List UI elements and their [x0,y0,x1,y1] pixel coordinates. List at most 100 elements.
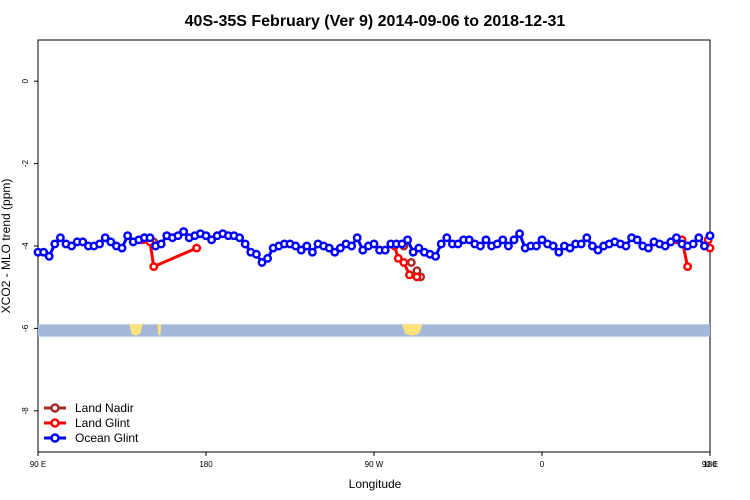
ocean-glint-point [330,247,340,257]
ocean-glint-point [397,239,407,249]
ocean-glint-point [621,241,631,251]
land-glint-point [405,270,414,280]
ocean-glint-point [352,233,362,243]
land-glint-point [683,262,693,272]
ocean-glint-point [106,237,116,247]
x-axis-label: Longitude [349,477,402,491]
ocean-glint-point [554,247,564,257]
land-glint-point [192,243,202,253]
land-glint-point [399,258,409,267]
ocean-glint-point [694,233,704,243]
legend-label: Land Nadir [75,401,134,415]
ocean-glint-point [324,243,334,253]
ocean-glint-point [380,245,390,255]
ocean-glint-point [492,239,502,249]
ocean-glint-point [442,233,452,243]
ocean-glint-point [509,235,519,245]
land-mass [402,324,423,336]
ocean-glint-point [565,243,575,253]
legend-label: Land Glint [75,416,130,430]
ocean-glint-point [117,243,127,253]
ocean-glint-point [431,251,441,261]
ocean-glint-point [660,241,670,251]
ocean-glint-point [632,235,642,245]
ocean-glint-point [207,235,217,245]
y-tick-label: 0 [21,78,30,83]
series-layer [33,227,715,282]
ocean-glint-point [296,245,306,255]
ocean-glint-point [235,233,245,243]
ocean-glint-point [408,247,418,257]
ocean-glint-point [414,243,424,253]
ocean-glint-point [257,258,267,267]
ocean-glint-point [179,227,189,237]
ocean-glint-point [251,249,261,259]
ocean-glint-point [671,233,681,243]
ocean-glint-point [347,241,357,251]
ocean-glint-point [498,235,508,245]
ocean-glint-point [688,239,698,249]
ocean-glint-point [593,245,603,255]
land-mass [129,324,143,336]
ocean-glint-point [699,241,709,251]
ocean-glint-point [587,241,597,251]
land-strip [38,324,710,337]
ocean-glint-point [503,241,513,251]
x-tick-label: 90 W [365,460,384,469]
y-tick-label: -4 [21,242,30,250]
ocean-glint-point [55,233,65,243]
y-tick-label: -6 [21,324,30,332]
ocean-glint-point [335,243,345,253]
legend-label: Ocean Glint [75,431,139,445]
ocean-glint-point [403,235,413,245]
legend-marker [50,403,60,413]
ocean-glint-point [475,241,485,251]
land-glint-point [393,253,403,263]
ocean-glint-point [39,247,49,257]
ocean-glint-point [358,245,368,255]
ocean-glint-point [643,243,653,253]
ocean-glint-point [453,239,463,249]
ocean-glint-point [145,233,155,243]
ocean-glint-point [95,239,105,249]
ocean-glint-point [576,239,586,249]
x-tick-label: 90 E [702,460,718,469]
ocean-glint-point [240,239,250,249]
ocean-glint-point [263,253,273,263]
x-tick-label: 180 [199,460,213,469]
ocean-glint-point [173,231,183,241]
ocean-glint-point [44,251,54,261]
y-axis: 0 -2 -4 -6 -8 [21,78,38,414]
ocean-glint-point [50,239,60,249]
ocean-glint-point [67,241,77,251]
legend-marker [50,418,60,428]
ocean-glint-point [705,231,715,241]
ocean-glint-point [531,241,541,251]
ocean-glint-point [369,239,379,249]
ocean-glint-point [515,229,525,239]
chart-title: 40S-35S February (Ver 9) 2014-09-06 to 2… [185,13,566,30]
ocean-glint-point [537,235,547,245]
ocean-glint-point [307,247,317,257]
ocean-glint-point [436,239,446,249]
y-tick-label: -2 [21,159,30,167]
legend-marker [50,433,60,443]
ocean-glint-point [156,239,166,249]
ocean-glint-point [291,241,301,251]
x-tick-label: 0 [540,460,545,469]
ocean-glint-point [201,231,211,241]
ocean-strip [38,324,710,337]
ocean-glint-point [302,241,312,251]
ocean-glint-point [548,241,558,251]
x-tick-label: 90 E [30,460,46,469]
ocean-glint-point [582,233,592,243]
land-glint-point [412,272,422,282]
ocean-glint-point [481,235,491,245]
x-tick-label: 180 [703,460,717,469]
y-tick-label: -8 [21,407,30,415]
land-mass [157,324,162,336]
y-axis-label: XCO2 - MLO trend (ppm) [0,179,13,314]
